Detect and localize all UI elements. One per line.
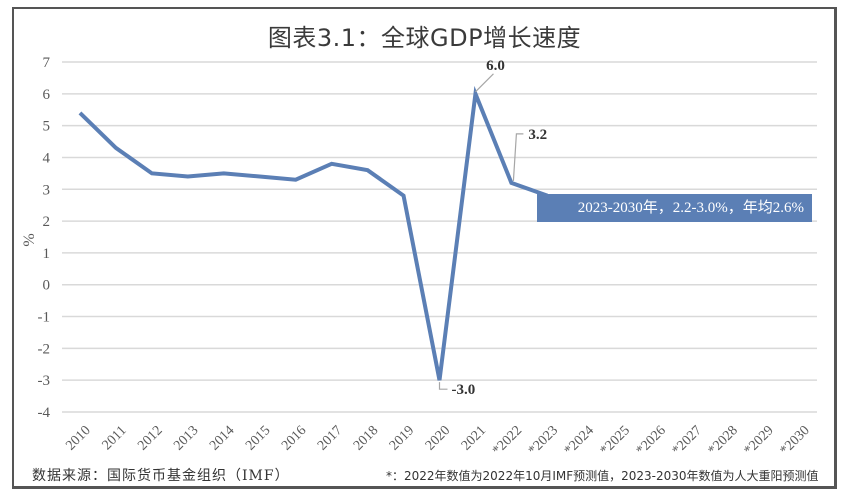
- y-tick-label: 6: [43, 87, 51, 103]
- y-tick-label: 3: [43, 182, 51, 198]
- x-tick-label: 2020: [423, 423, 453, 453]
- x-tick-label: *2029: [741, 423, 776, 458]
- chart-frame: [12, 7, 837, 489]
- y-tick-label: -2: [38, 341, 51, 357]
- x-tick-label: *2030: [777, 423, 812, 458]
- chart-title: 图表3.1：全球GDP增长速度: [267, 24, 582, 52]
- data-label: 6.0: [486, 58, 505, 74]
- footnote: *：2022年数值为2022年10月IMF预测值，2023-2030年数值为人大…: [386, 469, 819, 483]
- y-tick-label: -1: [38, 310, 51, 326]
- y-tick-label: 4: [43, 150, 51, 166]
- x-tick-label: 2016: [279, 423, 309, 453]
- x-tick-label: 2021: [459, 423, 489, 453]
- data-series-line: [78, 85, 549, 381]
- y-tick-label: 0: [43, 278, 51, 294]
- x-tick-label: 2014: [207, 423, 237, 453]
- forecast-annotation: 2023-2030年，2.2-3.0%，年均2.6%: [537, 194, 812, 222]
- x-tick-label: 2012: [135, 423, 165, 453]
- x-tick-label: *2027: [670, 423, 705, 458]
- x-tick-label: 2017: [315, 423, 345, 453]
- x-tick-label: 2018: [351, 423, 381, 453]
- x-tick-label: 2011: [100, 423, 130, 453]
- y-tick-label: -4: [38, 405, 51, 421]
- y-tick-label: -3: [38, 373, 51, 389]
- data-source: 数据来源：国际货币基金组织（IMF）: [32, 468, 290, 484]
- y-tick-label: 5: [43, 119, 51, 135]
- y-tick-label: 2: [43, 214, 51, 230]
- x-tick-label: 2013: [171, 423, 201, 453]
- y-axis-label: %: [21, 233, 38, 246]
- x-tick-label: *2028: [706, 423, 741, 458]
- data-label: -3.0: [452, 382, 476, 398]
- x-tick-label: *2025: [598, 423, 633, 458]
- x-tick-label: 2010: [63, 423, 93, 453]
- x-tick-label: *2023: [526, 423, 561, 458]
- x-tick-label: 2015: [243, 423, 273, 453]
- y-tick-label: 7: [43, 55, 51, 71]
- x-tick-label: *2024: [562, 423, 597, 458]
- data-label: 3.2: [528, 127, 547, 143]
- y-tick-label: 1: [43, 246, 51, 262]
- x-tick-label: *2026: [634, 423, 669, 458]
- x-tick-label: *2022: [490, 423, 525, 458]
- x-tick-label: 2019: [387, 423, 417, 453]
